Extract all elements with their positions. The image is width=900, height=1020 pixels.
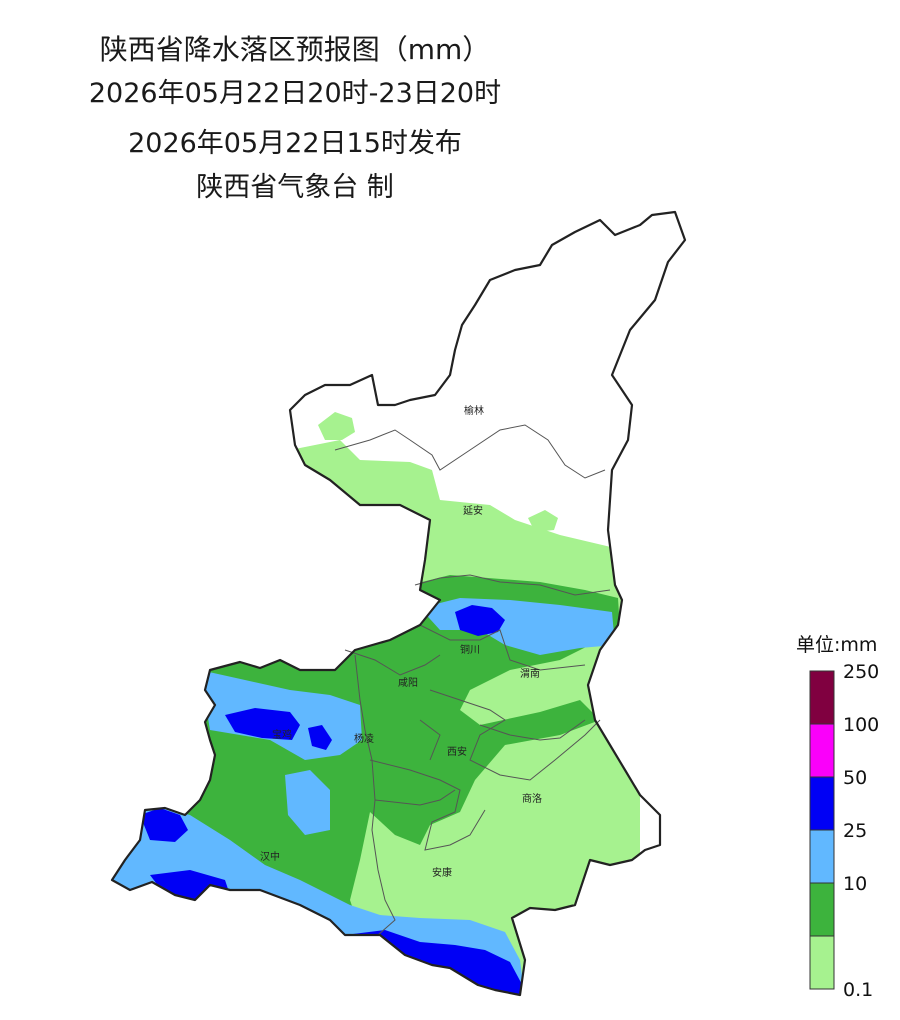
city-label-xian: 西安 [447, 745, 467, 758]
city-label-tongchuan: 铜川 [460, 644, 480, 656]
city-label-yanan: 延安 [463, 504, 483, 517]
city-label-weinan: 渭南 [520, 667, 540, 680]
map-title: 陕西省降水落区预报图（mm） [99, 33, 491, 66]
issue-time: 2026年05月22日15时发布 [128, 128, 462, 159]
map-legend: 单位:mm 0.1 10 25 50 100 250 [796, 634, 879, 1001]
legend-label-2: 25 [843, 820, 867, 842]
map-title-block: 陕西省降水落区预报图（mm） 2026年05月22日20时-23日20时 202… [60, 28, 530, 210]
city-label-xianyang: 咸阳 [398, 677, 418, 689]
rain-area-0-1-patch [528, 510, 558, 532]
rain-area-50 [308, 725, 332, 750]
city-label-hanzhong: 汉中 [260, 850, 280, 863]
city-label-yulin: 榆林 [464, 404, 484, 417]
legend-swatch-4 [809, 723, 835, 778]
city-labels: 榆林 延安 铜川 渭南 咸阳 宝鸡 杨凌 西安 商洛 汉中 安康 [260, 404, 542, 879]
legend-title: 单位:mm [796, 634, 877, 656]
city-label-yangling: 杨凌 [354, 732, 374, 745]
city-boundaries [334, 424, 611, 936]
rain-area-50 [140, 808, 188, 842]
city-label-ankang: 安康 [432, 866, 452, 879]
legend-bins: 0.1 10 25 50 100 250 [809, 661, 879, 1001]
legend-label-1: 10 [843, 873, 867, 895]
rain-area-50 [455, 605, 505, 636]
issuer: 陕西省气象台 制 [196, 172, 394, 203]
forecast-period: 2026年05月22日20时-23日20时 [88, 78, 502, 109]
legend-swatch-2 [809, 829, 835, 884]
legend-label-0: 0.1 [843, 979, 873, 1001]
legend-swatch-3 [809, 776, 835, 831]
rain-area-25 [285, 770, 330, 835]
legend-label-4: 100 [843, 714, 879, 736]
city-label-baoji: 宝鸡 [272, 728, 292, 741]
province-boundary [110, 210, 687, 997]
rain-area-0-1-patch [318, 412, 355, 440]
legend-label-3: 50 [843, 767, 867, 789]
rain-area-50 [225, 708, 300, 740]
city-label-shangluo: 商洛 [522, 792, 542, 805]
legend-swatch-1 [809, 882, 835, 937]
legend-swatch-0 [809, 935, 835, 990]
legend-label-5: 250 [843, 661, 879, 683]
legend-swatch-5 [809, 670, 835, 725]
